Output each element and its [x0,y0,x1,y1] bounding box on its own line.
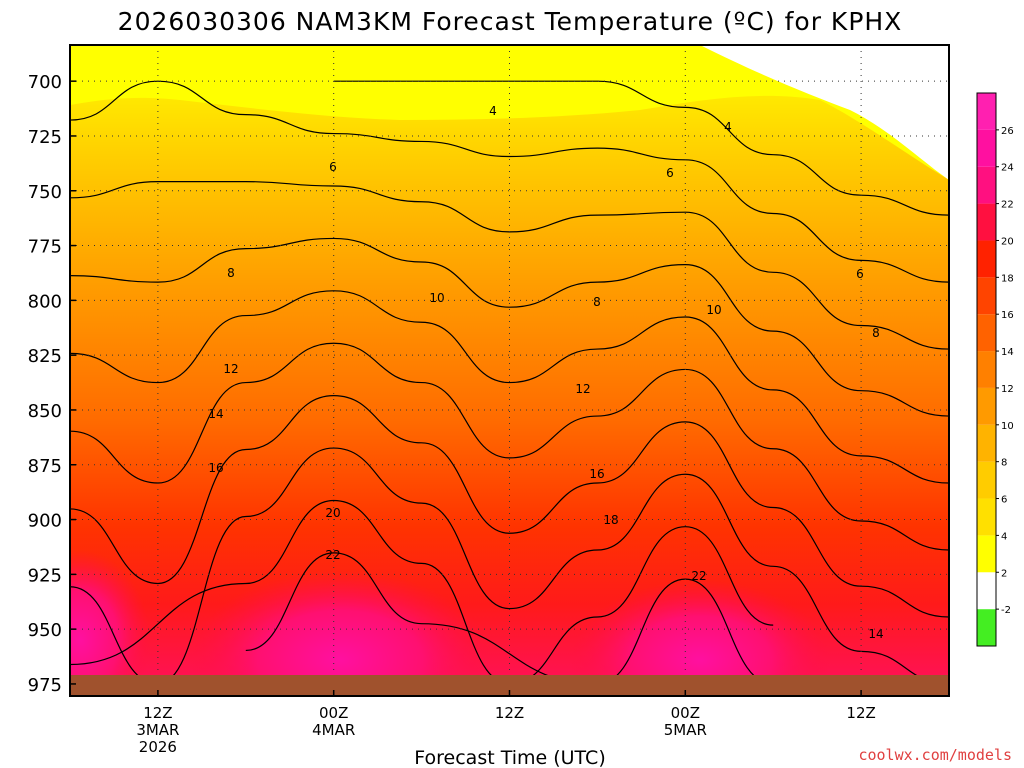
contour-label: 6 [856,267,864,281]
contour-label: 20 [325,506,340,520]
colorbar-swatch [977,277,996,315]
x-tick-label: 5MAR [664,721,707,739]
y-tick-label: 925 [28,565,62,586]
x-tick-label: 2026 [139,738,177,756]
isotherm-22 [245,552,774,685]
colorbar-label: 24 [1001,163,1014,174]
contour-label: 14 [868,627,883,641]
colorbar-swatch [977,461,996,499]
isotherm-6 [70,80,949,283]
isotherm-18 [70,447,949,685]
colorbar-label: -2 [1001,605,1011,616]
warm-core-day1 [190,570,490,696]
cool-band [70,45,949,180]
y-tick-label: 850 [28,401,62,422]
colorbar-swatch [977,314,996,352]
y-tick-label: 775 [28,237,62,258]
isotherm-8 [70,181,949,350]
colorbar-label: 16 [1001,310,1014,321]
isotherm-12 [70,290,949,484]
plot-area: 4 4 6 6 6 8 8 8 10 10 12 12 14 14 16 16 18 20 22 22 [70,45,949,696]
colorbar-swatch [977,609,996,646]
x-tick-label: 00Z [671,704,700,722]
contour-label: 10 [429,291,444,305]
warm-core-start [70,550,150,696]
colorbar-frame [976,92,997,647]
y-axis: 700 725 750 775 800 825 850 875 900 925 950 975 [28,72,76,696]
contour-label: 4 [724,120,732,134]
y-tick-label: 975 [28,675,62,696]
isotherm-10 [70,237,949,417]
y-tick-label: 950 [28,620,62,641]
isotherm-4 [333,80,949,216]
colorbar-label: 4 [1001,531,1007,542]
contour-label: 14 [208,407,223,421]
colorbar-label: 18 [1001,273,1014,284]
isotherm-20 [70,499,774,685]
colorbar-label: 12 [1001,384,1014,395]
x-tick-label: 00Z [319,704,348,722]
y-tick-label: 900 [28,511,62,532]
x-tick-label: 12Z [846,704,875,722]
contour-label: 8 [593,295,601,309]
colorbar-swatch [977,498,996,536]
x-tick-label: 12Z [143,704,172,722]
y-tick-label: 750 [28,182,62,203]
contour-label: 22 [691,569,706,583]
y-tick-label: 725 [28,127,62,148]
colorbar-swatch [977,240,996,278]
contour-label: 12 [223,362,238,376]
colorbar-swatch [977,351,996,388]
x-axis-label: Forecast Time (UTC) [414,747,605,768]
cold-region [700,45,949,180]
contour-label: 16 [208,461,223,475]
colorbar-label: 20 [1001,236,1014,247]
contour-label: 22 [325,548,340,562]
colorbar-label: 26 [1001,126,1014,137]
colorbar-swatch [977,424,996,462]
credit-text: coolwx.com/models [858,746,1012,764]
contour-label: 16 [589,467,604,481]
contour-label: 6 [666,166,674,180]
colorbar-swatch [977,129,996,167]
contour-label: 10 [706,303,721,317]
x-tick-label: 3MAR [136,721,179,739]
contour-label: 12 [575,382,590,396]
terrain-ground [70,675,949,696]
colorbar-swatch [977,572,996,610]
isotherm-14 [70,342,949,551]
x-tick-label: 4MAR [312,721,355,739]
contour-label: 18 [603,513,618,527]
colorbar-swatch [977,387,996,425]
colorbar-label: 2 [1001,568,1007,579]
y-tick-label: 700 [28,72,62,93]
y-tick-label: 875 [28,456,62,477]
contour-label: 8 [227,266,235,280]
isotherm-16 [70,395,949,618]
contour-labels: 4 4 6 6 6 8 8 8 10 10 12 12 14 14 16 16 18 20 22 22 [208,104,883,641]
colorbar-swatch [977,535,996,573]
colorbar-swatch [977,166,996,204]
isotherm-contours [70,80,949,685]
colorbar-label: 22 [1001,200,1014,211]
colorbar-label: 6 [1001,495,1007,506]
colorbar-swatch [977,203,996,241]
x-tick-label: 12Z [495,704,524,722]
colorbar-label: 10 [1001,421,1014,432]
contour-label: 6 [329,160,337,174]
chart-title: 2026030306 NAM3KM Forecast Temperature (… [118,7,903,36]
colorbar-label: 14 [1001,347,1014,358]
y-tick-label: 800 [28,291,62,312]
colorbar-label: 8 [1001,458,1007,469]
contour-label: 8 [872,326,880,340]
warm-core-day2 [570,580,830,696]
dotted-grid [70,45,949,674]
y-tick-label: 825 [28,346,62,367]
contour-label: 4 [489,104,497,118]
colorbar-swatch [977,93,996,130]
